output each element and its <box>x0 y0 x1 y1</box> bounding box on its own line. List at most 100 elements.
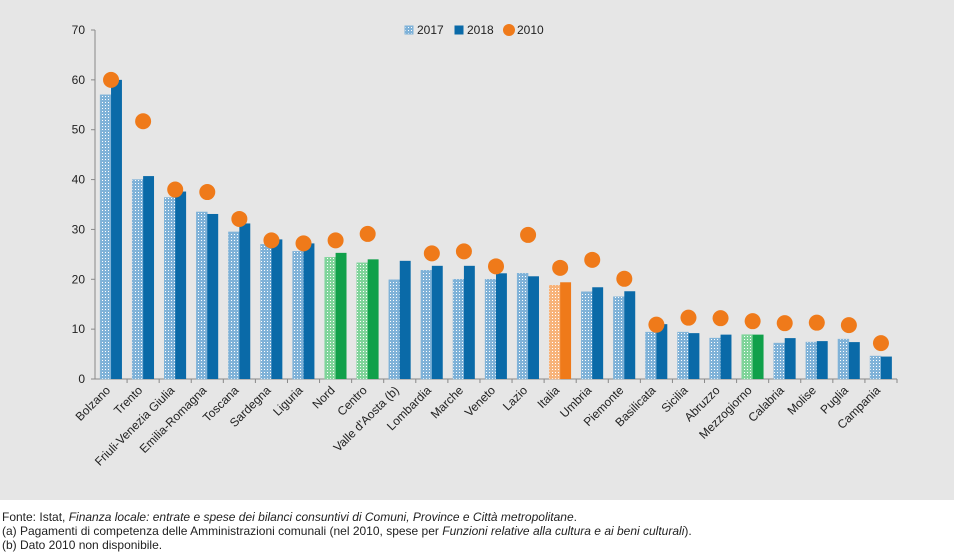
chart: 010203040506070BolzanoTrentoFriuli-Venez… <box>0 0 954 500</box>
bar <box>516 273 529 380</box>
bar <box>816 341 828 379</box>
dot <box>776 315 793 332</box>
bar <box>837 338 850 380</box>
bar <box>111 79 122 379</box>
bar <box>143 176 155 379</box>
bar <box>709 337 721 380</box>
note-text: Fonte: Istat, <box>2 510 69 524</box>
bar <box>335 252 347 379</box>
dot <box>455 243 472 260</box>
legend-marker <box>404 25 414 35</box>
bar <box>613 296 625 380</box>
dot <box>648 316 665 333</box>
dot <box>552 259 569 276</box>
bar <box>324 257 336 380</box>
note: Fonte: Istat, Finanza locale: entrate e … <box>2 510 692 524</box>
dot <box>872 335 889 352</box>
bar <box>773 342 785 380</box>
y-tick-label: 20 <box>72 272 86 286</box>
dot <box>616 270 633 287</box>
dot <box>744 313 761 330</box>
y-tick-label: 0 <box>78 372 85 386</box>
dot <box>840 317 857 334</box>
notes: Fonte: Istat, Finanza locale: entrate e … <box>2 510 692 552</box>
bar <box>228 231 240 380</box>
bar <box>431 265 443 379</box>
y-tick-label: 40 <box>72 173 86 187</box>
bar <box>303 243 315 379</box>
y-tick-label: 70 <box>72 23 86 37</box>
bar <box>207 213 219 379</box>
bar <box>677 331 689 380</box>
bar <box>239 223 251 379</box>
chart-background <box>0 0 954 500</box>
bar <box>292 251 304 380</box>
dot <box>488 258 504 275</box>
bar <box>848 342 860 379</box>
dot <box>295 235 312 252</box>
bar <box>720 334 732 379</box>
bar <box>367 259 379 379</box>
y-tick-label: 10 <box>72 322 86 336</box>
dot <box>167 181 184 198</box>
y-tick-label: 60 <box>72 73 86 87</box>
bar <box>528 276 539 379</box>
note: (b) Dato 2010 non disponibile. <box>2 538 692 552</box>
legend-label: 2010 <box>517 23 544 37</box>
bar <box>549 285 561 380</box>
bar <box>581 291 593 380</box>
bar <box>484 279 497 380</box>
note-text: (a) Pagamenti di competenza delle Ammini… <box>2 524 443 538</box>
bar <box>656 324 668 379</box>
bar <box>496 273 507 379</box>
bar <box>388 279 401 380</box>
note-text: Funzioni relative alla cultura e ai beni… <box>442 524 685 538</box>
note: (a) Pagamenti di competenza delle Ammini… <box>2 524 692 538</box>
dot <box>327 232 344 249</box>
bar <box>131 179 144 380</box>
bar <box>592 287 604 379</box>
bar <box>784 338 796 379</box>
dot <box>135 113 152 130</box>
bar <box>271 239 283 379</box>
bar <box>260 244 272 380</box>
bar <box>752 334 764 379</box>
bar <box>399 260 411 379</box>
bar <box>880 356 892 379</box>
legend-marker <box>503 24 515 36</box>
bar <box>175 191 187 379</box>
dot <box>423 245 440 262</box>
dot <box>520 226 537 243</box>
legend-marker <box>454 25 464 35</box>
dot <box>103 71 120 88</box>
bar <box>196 211 208 380</box>
bar <box>624 291 636 379</box>
bar <box>452 279 465 380</box>
bar <box>645 331 657 380</box>
bar <box>560 282 572 379</box>
bar <box>463 265 475 379</box>
bar <box>164 197 176 380</box>
legend-label: 2018 <box>467 23 494 37</box>
bar <box>869 355 882 380</box>
dot <box>712 310 729 327</box>
dot <box>584 251 601 268</box>
dot <box>808 314 825 331</box>
bar <box>688 333 700 379</box>
legend-label: 2017 <box>417 23 444 37</box>
bar <box>420 270 433 380</box>
bar <box>99 94 112 380</box>
dot <box>359 225 376 242</box>
bar <box>805 341 818 380</box>
note-text: ). <box>684 524 692 538</box>
note-text: Finanza locale: entrate e spese dei bila… <box>68 510 574 524</box>
dot <box>199 184 216 201</box>
dot <box>680 309 697 326</box>
note-text: . <box>573 510 577 524</box>
bar <box>741 334 753 380</box>
dot <box>263 232 280 249</box>
note-text: (b) Dato 2010 non disponibile. <box>2 538 163 552</box>
y-tick-label: 50 <box>72 123 86 137</box>
y-tick-label: 30 <box>72 222 86 236</box>
